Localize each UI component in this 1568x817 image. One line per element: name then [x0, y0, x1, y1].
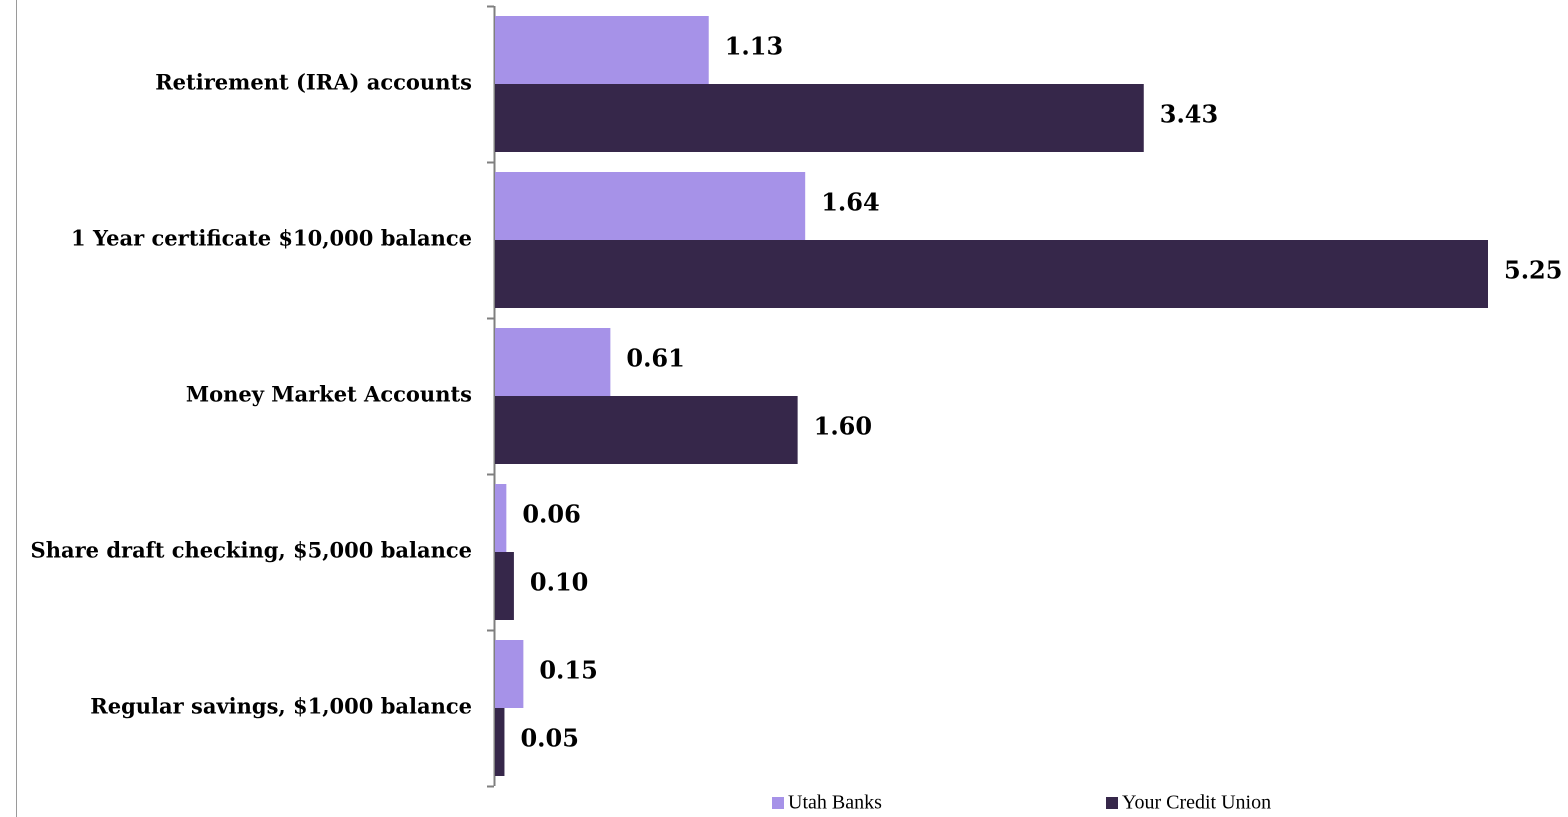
data-label: 0.15 — [539, 656, 597, 685]
data-label: 1.64 — [821, 188, 879, 217]
category-label: 1 Year certificate $10,000 balance — [71, 226, 472, 251]
data-label: 1.13 — [725, 32, 783, 61]
data-label: 1.60 — [814, 412, 872, 441]
data-label: 0.06 — [522, 500, 580, 529]
category-axis — [487, 5, 496, 788]
bar-your-credit-union — [495, 240, 1488, 308]
bar-your-credit-union — [495, 84, 1144, 152]
legend-label: Your Credit Union — [1122, 792, 1271, 814]
data-label: 0.61 — [626, 344, 684, 373]
legend-swatch — [772, 797, 784, 809]
category-labels: Retirement (IRA) accounts 1 Year certific… — [31, 70, 472, 719]
bar-your-credit-union — [495, 396, 798, 464]
bar-utah-banks — [495, 484, 507, 552]
bar-utah-banks — [495, 16, 709, 84]
category-label: Share draft checking, $5,000 balance — [31, 538, 472, 563]
data-label: 0.05 — [520, 724, 578, 753]
bar-utah-banks — [495, 640, 524, 708]
bar-your-credit-union — [495, 708, 505, 776]
legend-label: Utah Banks — [788, 792, 882, 814]
legend-swatch — [1106, 797, 1118, 809]
bar-utah-banks — [495, 328, 611, 396]
value-labels: 1.13 3.43 1.64 5.25 0.61 1.60 0.06 0.10 0.15 0.05 — [520, 32, 1562, 753]
legend: Utah Banks Your Credit Union — [772, 792, 1271, 814]
category-label: Retirement (IRA) accounts — [155, 70, 472, 95]
data-label: 0.10 — [530, 568, 588, 597]
data-label: 3.43 — [1160, 100, 1218, 129]
bar-your-credit-union — [495, 552, 514, 620]
bars — [495, 16, 1488, 776]
data-label: 5.25 — [1504, 256, 1562, 285]
category-label: Regular savings, $1,000 balance — [90, 694, 472, 719]
bar-utah-banks — [495, 172, 806, 240]
category-label: Money Market Accounts — [186, 382, 472, 407]
